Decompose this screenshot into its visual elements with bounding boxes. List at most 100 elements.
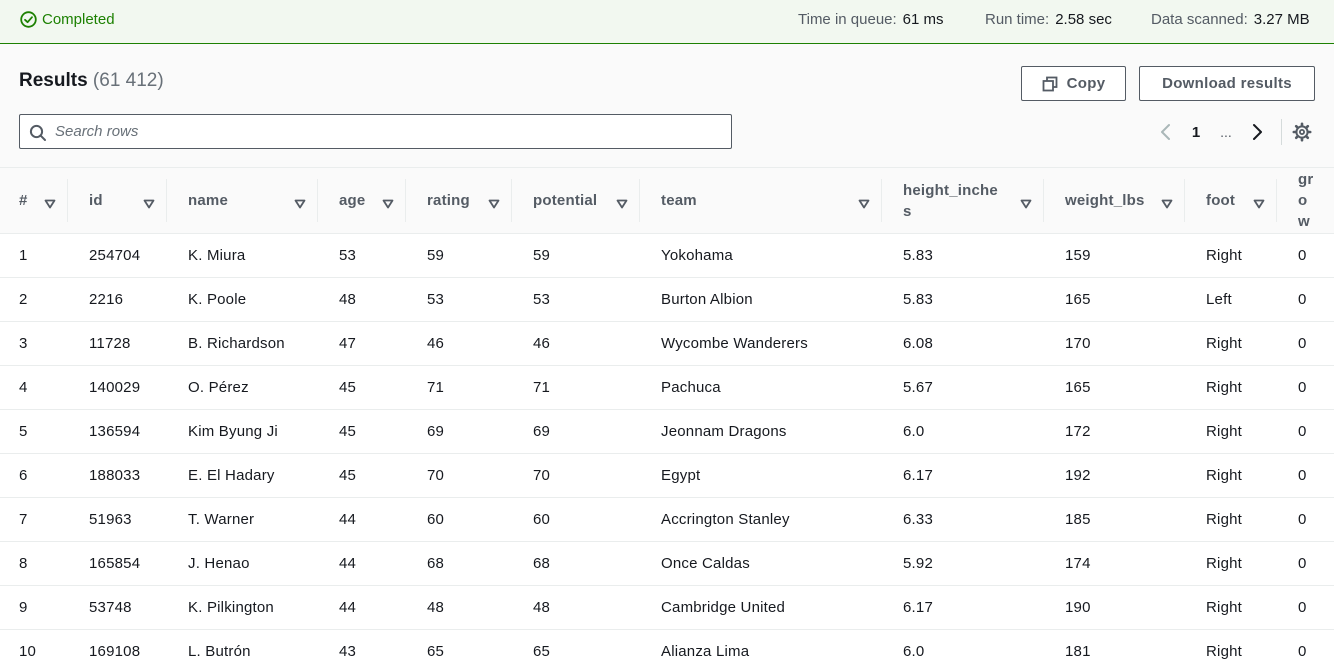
sort-button[interactable]: [858, 194, 870, 215]
chevron-left-icon: [1161, 124, 1170, 140]
table-cell: Right: [1206, 335, 1243, 352]
table-cell: 59: [533, 247, 551, 264]
previous-page-button[interactable]: [1157, 121, 1175, 143]
table-cell: Pachuca: [661, 379, 721, 396]
sort-button[interactable]: [1020, 194, 1032, 215]
data-scanned: Data scanned: 3.27 MB: [1151, 11, 1310, 28]
table-cell: 0: [1298, 555, 1307, 572]
search-input[interactable]: [55, 115, 725, 148]
sort-button[interactable]: [1161, 194, 1173, 215]
column-header-id[interactable]: id: [68, 167, 167, 234]
table-cell: 5.67: [903, 379, 933, 396]
check-circle-icon: [20, 11, 37, 28]
results-count: (61 412): [92, 70, 164, 91]
table-cell: 0: [1298, 335, 1307, 352]
table-cell: 10: [19, 643, 37, 660]
results-table-container: # id name age rating potential team height_inch…: [0, 167, 1334, 667]
table-cell: 60: [533, 511, 551, 528]
sort-icon: [44, 199, 56, 209]
table-cell: Left: [1206, 291, 1232, 308]
table-cell: Kim Byung Ji: [188, 423, 278, 440]
results-heading: Results (61 412): [19, 70, 164, 92]
column-header-height-inches[interactable]: height_inches: [882, 167, 1044, 234]
time-in-queue: Time in queue: 61 ms: [798, 11, 944, 28]
sort-icon: [1161, 199, 1173, 209]
sort-icon: [143, 199, 155, 209]
column-header-index[interactable]: #: [0, 167, 68, 234]
table-cell: 69: [427, 423, 445, 440]
table-cell: 43: [339, 643, 357, 660]
sort-button[interactable]: [1253, 194, 1265, 215]
column-header-grow[interactable]: grow: [1277, 167, 1334, 234]
status-indicator: Completed: [20, 11, 115, 28]
table-cell: 71: [427, 379, 445, 396]
results-table: # id name age rating potential team height_inch…: [0, 167, 1334, 667]
sort-icon: [1020, 199, 1032, 209]
column-resize-handle[interactable]: [67, 179, 68, 222]
table-cell: Yokohama: [661, 247, 733, 264]
copy-label: Copy: [1066, 75, 1106, 92]
table-cell: 0: [1298, 643, 1307, 660]
column-resize-handle[interactable]: [511, 179, 512, 222]
table-row: 7 51963 T. Warner 44 60 60 Accrington Stanley 6…: [0, 497, 1334, 542]
table-cell: 6.08: [903, 335, 933, 352]
column-header-foot[interactable]: foot: [1185, 167, 1277, 234]
sort-button[interactable]: [143, 194, 155, 215]
table-row: 9 53748 K. Pilkington 44 48 48 Cambridge Unite…: [0, 585, 1334, 630]
gear-icon: [1292, 122, 1312, 142]
column-resize-handle[interactable]: [166, 179, 167, 222]
table-cell: 185: [1065, 511, 1091, 528]
table-cell: 65: [427, 643, 445, 660]
column-header-team[interactable]: team: [640, 167, 882, 234]
table-cell: 5.83: [903, 291, 933, 308]
page-number-current[interactable]: 1: [1191, 123, 1201, 141]
pagination-divider: [1281, 119, 1282, 145]
table-cell: Right: [1206, 555, 1243, 572]
table-cell: 2: [19, 291, 28, 308]
table-cell: K. Miura: [188, 247, 246, 264]
sort-button[interactable]: [616, 194, 628, 215]
column-resize-handle[interactable]: [317, 179, 318, 222]
table-cell: 0: [1298, 511, 1307, 528]
column-header-age[interactable]: age: [318, 167, 406, 234]
sort-icon: [382, 199, 394, 209]
download-results-button[interactable]: Download results: [1139, 66, 1315, 101]
copy-button[interactable]: Copy: [1021, 66, 1126, 101]
table-cell: 190: [1065, 599, 1091, 616]
table-cell: 45: [339, 423, 357, 440]
table-cell: 5.83: [903, 247, 933, 264]
preferences-button[interactable]: [1291, 121, 1313, 143]
column-header-label: team: [661, 192, 697, 209]
sort-button[interactable]: [488, 194, 500, 215]
table-row: 6 188033 E. El Hadary 45 70 70 Egypt 6.17 192 Rig…: [0, 453, 1334, 498]
sort-icon: [294, 199, 306, 209]
column-header-potential[interactable]: potential: [512, 167, 640, 234]
table-cell: 0: [1298, 467, 1307, 484]
table-cell: 6: [19, 467, 28, 484]
column-resize-handle[interactable]: [639, 179, 640, 222]
sort-button[interactable]: [294, 194, 306, 215]
table-cell: 165854: [89, 555, 141, 572]
column-resize-handle[interactable]: [405, 179, 406, 222]
table-cell: 0: [1298, 291, 1307, 308]
sort-icon: [1253, 199, 1265, 209]
status-label: Completed: [42, 11, 115, 28]
column-header-label: foot: [1206, 192, 1236, 209]
column-header-weight-lbs[interactable]: weight_lbs: [1044, 167, 1185, 234]
column-resize-handle[interactable]: [881, 179, 882, 222]
table-cell: T. Warner: [188, 511, 255, 528]
sort-icon: [488, 199, 500, 209]
sort-button[interactable]: [382, 194, 394, 215]
table-cell: 9: [19, 599, 28, 616]
column-resize-handle[interactable]: [1276, 179, 1277, 222]
sort-button[interactable]: [44, 194, 56, 215]
column-resize-handle[interactable]: [1184, 179, 1185, 222]
table-cell: E. El Hadary: [188, 467, 275, 484]
pagination-ellipsis: ...: [1220, 124, 1232, 140]
table-cell: 51963: [89, 511, 132, 528]
next-page-button[interactable]: [1248, 121, 1266, 143]
column-resize-handle[interactable]: [1043, 179, 1044, 222]
column-header-name[interactable]: name: [167, 167, 318, 234]
column-header-rating[interactable]: rating: [406, 167, 512, 234]
column-header-label: age: [339, 192, 366, 209]
